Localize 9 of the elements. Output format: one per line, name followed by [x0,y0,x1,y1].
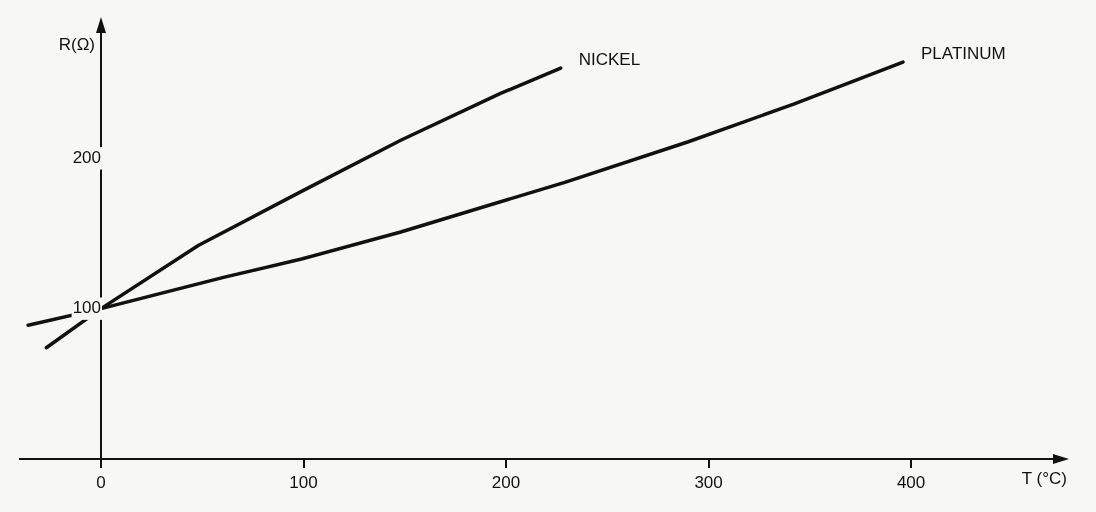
x-tick-label: 0 [96,472,106,492]
x-tick-label: 400 [896,472,926,492]
x-tick-label: 200 [491,472,521,492]
series-label: NICKEL [578,49,641,69]
x-tick-label: 300 [694,472,723,492]
series-label: PLATINUM [921,43,1006,63]
x-tick-label: 100 [289,472,318,492]
y-axis-title: R(Ω) [58,34,96,54]
x-axis-title: T (°C) [1021,469,1067,489]
